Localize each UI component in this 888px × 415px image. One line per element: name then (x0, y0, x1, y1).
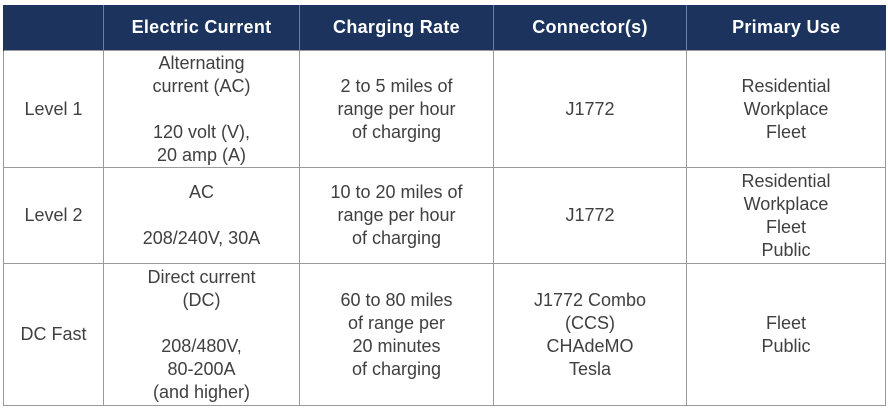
cell-line: Residential (741, 75, 831, 96)
cell-line: Fleet (765, 121, 807, 142)
cell-line: of charging (351, 358, 442, 379)
cell-line: 208/480V, (161, 335, 242, 356)
header-charging-rate: Charging Rate (299, 5, 494, 51)
cell-line: Fleet (765, 312, 807, 333)
cell-line: Workplace (743, 98, 829, 119)
cell-line: 80-200A (167, 358, 236, 379)
header-electric-current: Electric Current (103, 5, 300, 51)
cell-line: AC (188, 182, 214, 202)
cell-line: Tesla (568, 358, 612, 379)
cell-line: Fleet (765, 216, 807, 237)
electric-current-cell: Direct current (DC) 208/480V, 80-200A (a… (103, 263, 300, 406)
charging-levels-table: Electric Current Charging Rate Connector… (3, 5, 886, 406)
header-primary-use: Primary Use (686, 5, 886, 51)
cell-line: current (AC) (152, 75, 251, 96)
cell-line: Alternating (158, 52, 245, 73)
cell-line: range per hour (337, 205, 456, 225)
cell-line: (CCS) (565, 312, 615, 333)
charging-rate-cell: 10 to 20 miles of range per hour of char… (299, 167, 494, 264)
cell-line: CHAdeMO (546, 335, 634, 356)
header-connectors: Connector(s) (493, 5, 687, 51)
cell-line: J1772 (565, 205, 615, 225)
level-cell: Level 1 (3, 50, 104, 168)
cell-line: 2 to 5 miles of (340, 75, 453, 96)
connectors-cell: J1772 (493, 50, 687, 168)
cell-line: (DC) (182, 289, 221, 310)
header-row: Electric Current Charging Rate Connector… (3, 5, 886, 51)
header-level (3, 5, 104, 51)
cell-line: Direct current (147, 266, 256, 287)
electric-current-cell: Alternating current (AC) 120 volt (V), 2… (103, 50, 300, 168)
cell-line: 120 volt (V), (152, 121, 251, 142)
cell-line: range per hour (337, 98, 456, 119)
table-row: Level 2 AC 208/240V, 30A 10 to 20 miles … (3, 167, 886, 264)
cell-line: of range per (347, 312, 446, 333)
cell-line: J1772 Combo (533, 289, 647, 310)
cell-line: Workplace (743, 193, 829, 214)
primary-use-cell: Residential Workplace Fleet (686, 50, 886, 168)
connectors-cell: J1772 (493, 167, 687, 264)
cell-line: Residential (741, 170, 831, 191)
primary-use-cell: Residential Workplace Fleet Public (686, 167, 886, 264)
cell-line: of charging (351, 228, 442, 248)
table-row: Level 1 Alternating current (AC) 120 vol… (3, 50, 886, 168)
cell-line: 60 to 80 miles (340, 289, 453, 310)
cell-line: J1772 (565, 98, 615, 119)
electric-current-cell: AC 208/240V, 30A (103, 167, 300, 264)
cell-line: (and higher) (152, 381, 251, 402)
primary-use-cell: Fleet Public (686, 263, 886, 406)
cell-line: Public (761, 239, 811, 260)
cell-line: 20 amp (A) (156, 144, 247, 165)
connectors-cell: J1772 Combo (CCS) CHAdeMO Tesla (493, 263, 687, 406)
cell-line: Public (761, 335, 811, 356)
level-cell: Level 2 (3, 167, 104, 264)
cell-line: 10 to 20 miles of (330, 182, 463, 202)
cell-line: 208/240V, 30A (142, 228, 261, 248)
charging-rate-cell: 60 to 80 miles of range per 20 minutes o… (299, 263, 494, 406)
table-row: DC Fast Direct current (DC) 208/480V, 80… (3, 263, 886, 406)
charging-rate-cell: 2 to 5 miles of range per hour of chargi… (299, 50, 494, 168)
cell-line: 20 minutes (352, 335, 441, 356)
cell-line: of charging (351, 121, 442, 142)
level-cell: DC Fast (3, 263, 104, 406)
